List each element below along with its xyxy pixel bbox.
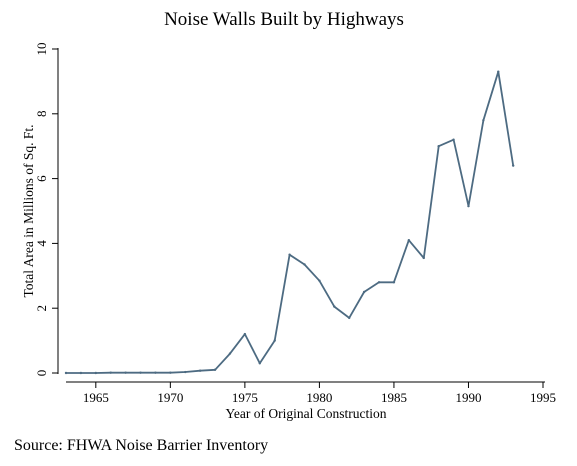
data-point (497, 70, 500, 73)
data-point (362, 290, 366, 294)
data-point (511, 164, 515, 167)
data-point (348, 316, 351, 320)
data-point (303, 263, 306, 266)
data-point (437, 145, 440, 148)
data-point (64, 371, 68, 375)
data-point (198, 369, 202, 372)
data-point (392, 281, 396, 284)
data-point (169, 371, 172, 374)
y-tick-label: 6 (34, 175, 49, 182)
x-tick-label: 1970 (157, 390, 183, 405)
data-point (333, 305, 336, 308)
data-point (377, 281, 381, 284)
x-tick-label: 1990 (455, 390, 481, 405)
source-note: Source: FHWA Noise Barrier Inventory (14, 437, 269, 454)
chart-title: Noise Walls Built by Highways (164, 9, 404, 30)
x-tick-label: 1980 (306, 390, 332, 405)
data-point (318, 279, 321, 282)
data-point (452, 138, 455, 141)
data-point (467, 204, 470, 208)
x-tick-label: 1965 (83, 390, 109, 405)
y-tick-label: 2 (34, 305, 49, 312)
x-tick-label: 1995 (530, 390, 556, 405)
data-point (288, 253, 291, 256)
data-point (482, 119, 485, 122)
y-tick-label: 0 (34, 370, 49, 377)
y-axis-title: Total Area in Millions of Sq. Ft. (21, 124, 36, 297)
data-point (124, 371, 127, 374)
data-point (139, 371, 142, 374)
y-tick-label: 8 (34, 111, 49, 118)
y-tick-label: 10 (34, 43, 49, 56)
data-point (258, 362, 261, 365)
data-point (407, 238, 411, 242)
x-axis-title: Year of Original Construction (226, 406, 387, 421)
series-layer (64, 70, 515, 375)
y-tick-label: 4 (34, 240, 49, 247)
data-point (184, 370, 187, 374)
data-point (109, 371, 112, 374)
data-point (422, 256, 425, 260)
data-point (79, 371, 83, 375)
series-line (66, 70, 515, 374)
data-point (154, 371, 157, 374)
x-axis: 1965 1970 1975 1980 1985 1990 1995 (66, 381, 556, 405)
y-axis: 0 2 4 6 8 10 (34, 43, 59, 377)
data-point (243, 332, 247, 336)
data-point (94, 371, 98, 375)
data-point (213, 368, 217, 371)
data-point (228, 352, 232, 355)
x-tick-label: 1985 (381, 390, 407, 405)
data-point (273, 339, 276, 342)
x-tick-label: 1975 (232, 390, 258, 405)
